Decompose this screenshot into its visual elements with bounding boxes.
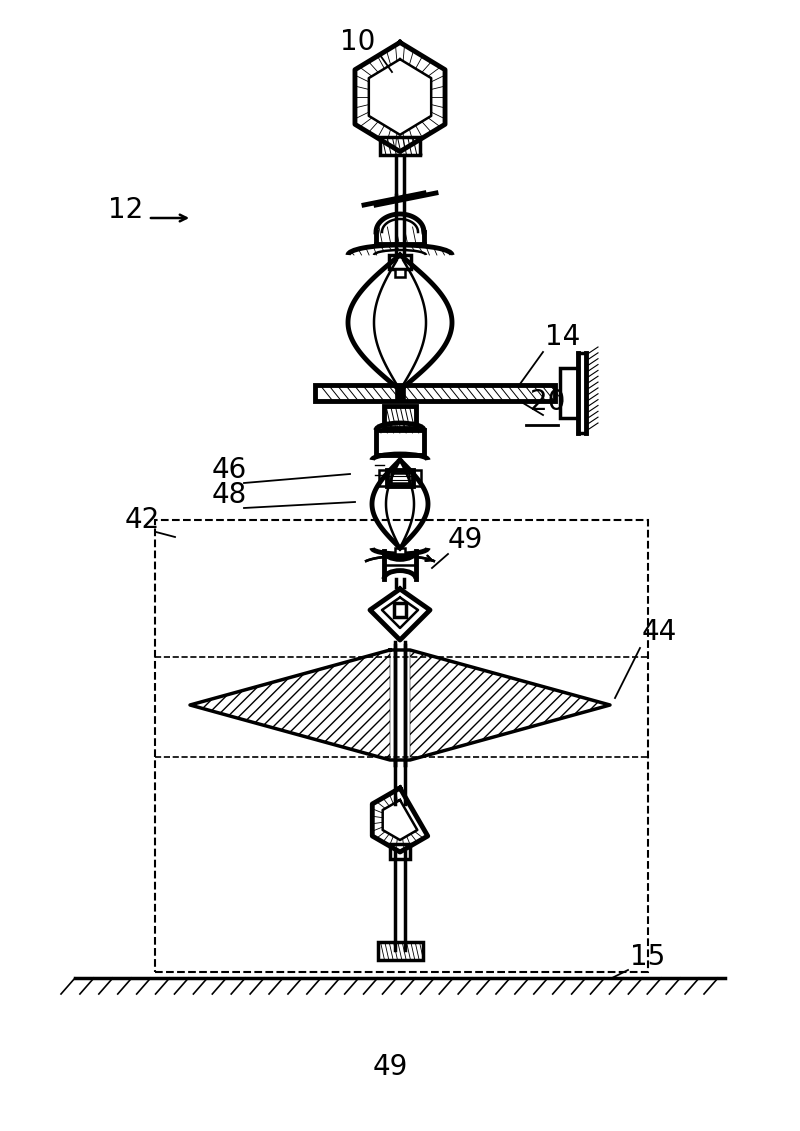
Text: 44: 44 <box>642 618 678 646</box>
Bar <box>376 430 424 455</box>
Text: 49: 49 <box>372 1053 408 1081</box>
Bar <box>395 549 405 554</box>
Bar <box>378 942 422 960</box>
Text: 48: 48 <box>212 481 247 509</box>
Bar <box>395 269 405 277</box>
Text: 15: 15 <box>630 943 666 972</box>
Bar <box>379 470 387 486</box>
Bar <box>380 137 420 155</box>
Bar <box>395 385 405 402</box>
Bar <box>155 520 648 972</box>
Text: 49: 49 <box>448 526 483 554</box>
Text: 10: 10 <box>340 28 375 57</box>
Text: 20: 20 <box>530 388 566 416</box>
Bar <box>387 470 413 486</box>
Bar <box>413 470 421 486</box>
Text: 14: 14 <box>545 323 580 351</box>
Bar <box>394 603 406 618</box>
Bar <box>560 368 578 418</box>
Text: 42: 42 <box>125 506 160 534</box>
Bar <box>391 473 409 483</box>
Text: 46: 46 <box>212 456 247 484</box>
Text: 12: 12 <box>108 196 143 224</box>
Bar <box>390 844 410 860</box>
Bar <box>389 254 411 269</box>
Bar <box>384 406 416 428</box>
Bar <box>315 385 555 402</box>
